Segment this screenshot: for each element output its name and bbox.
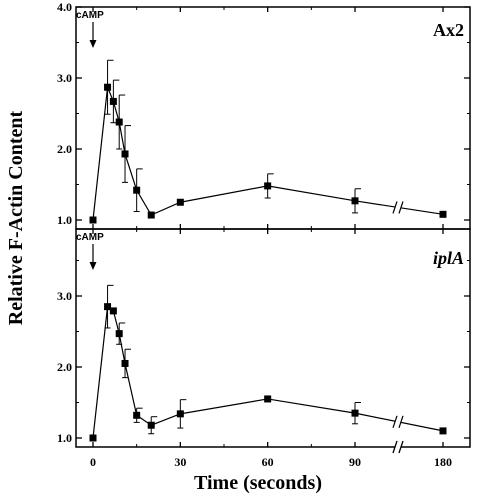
line-break-slash [392,201,398,214]
panel-1: 1.0 2.0 3.0 4.0 Ax2 cAMP [57,0,471,230]
panel-frame [75,228,471,448]
data-point [176,410,184,418]
x-tick-label: 180 [434,455,452,469]
data-point [89,434,97,442]
axis-break-slash [392,440,398,454]
camp-annotation: cAMP [76,10,104,21]
camp-arrow-head [89,40,97,48]
axis-break-slash [398,440,404,454]
x-tick-label: 60 [262,455,274,469]
data-point [147,421,155,429]
panel-label: iplA [433,248,464,268]
y-axis-title: Relative F-Actin Content [5,110,27,325]
x-tick-label: 0 [90,455,96,469]
panel-2: 1.0 2.0 3.0 iplA cAMP [57,228,471,448]
data-point [439,427,447,435]
data-point [104,83,112,91]
data-point [264,395,272,403]
y-tick-label: 3.0 [57,289,72,303]
data-point [89,216,97,224]
x-axis-title: Time (seconds) [194,472,322,494]
data-point [351,409,359,417]
data-point [104,303,112,311]
y-tick-label: 2.0 [57,360,72,374]
line-break-gap [395,200,401,215]
line-break-gap [395,414,401,429]
data-point [147,211,155,219]
data-point [115,118,123,126]
data-point [109,97,117,105]
y-tick-label: 2.0 [57,142,72,156]
line-break-slash [398,201,404,214]
y-tick-label: 3.0 [57,71,72,85]
data-point [133,186,141,194]
data-point [115,330,123,338]
data-line [92,87,444,221]
y-tick-label: 1.0 [57,431,72,445]
camp-annotation: cAMP [76,232,104,243]
camp-arrow-head [89,262,97,270]
y-tick-label: 1.0 [57,213,72,227]
line-break-slash [392,415,398,429]
panel-label: Ax2 [433,20,464,40]
data-point [109,307,117,315]
line-break-slash [398,415,404,429]
data-line [92,305,444,439]
panel-frame [75,6,471,230]
plot-area: 1.0 2.0 3.0 4.0 Ax2 cAMP 1.0 2.0 3.0 iplA cAMP 0 30 6… [57,0,471,469]
data-point [121,359,129,367]
x-tick-label: 90 [349,455,361,469]
data-point [439,210,447,218]
data-point [176,198,184,206]
data-point [133,411,141,419]
x-tick-label: 30 [174,455,186,469]
data-point [264,182,272,190]
y-tick-label: 4.0 [57,0,72,14]
data-point [121,150,129,158]
data-point [351,197,359,205]
axis-break-gap [395,441,401,453]
